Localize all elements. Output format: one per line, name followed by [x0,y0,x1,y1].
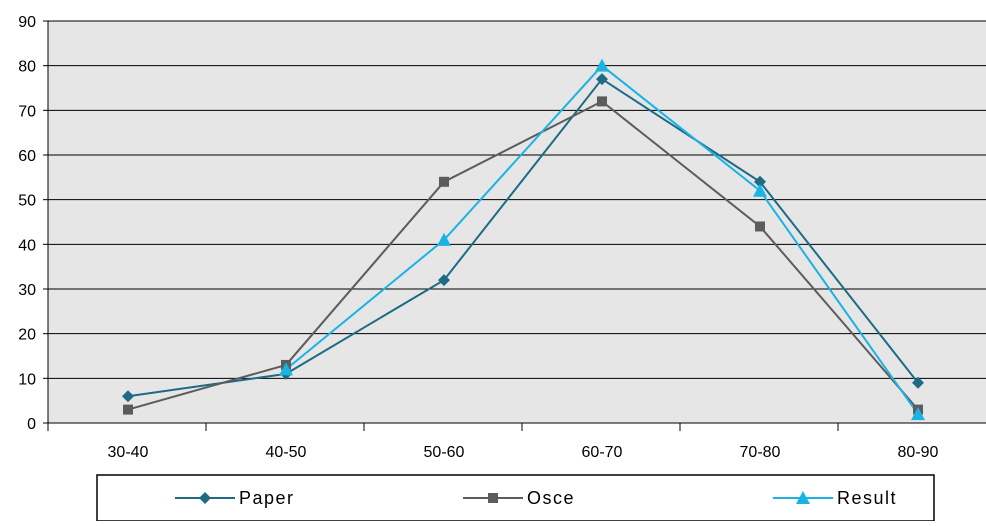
x-tick-label: 30-40 [108,444,149,461]
x-tick-label: 80-90 [898,444,939,461]
y-tick-label: 0 [27,416,36,433]
data-point-paper [122,390,134,403]
x-ticks: 30-40 40-50 50-60 60-70 70-80 80-90 [47,423,939,461]
y-tick-label: 40 [18,237,36,254]
data-point-result [595,58,609,72]
data-point-result [437,232,451,246]
x-tick-label: 40-50 [266,444,307,461]
legend: Paper Osce Result [175,488,897,508]
x-tick-label: 60-70 [582,444,623,461]
data-point-paper [912,376,924,389]
y-tick-label: 60 [18,148,36,165]
x-tick-label: 50-60 [424,444,465,461]
series-markers [122,58,925,421]
legend-marker-result [796,491,810,504]
data-point-osce [755,221,765,232]
data-point-result [753,183,767,197]
data-point-osce [123,404,133,415]
y-tick-label: 70 [18,103,36,120]
legend-marker-osce [488,493,498,503]
data-point-paper [754,175,766,188]
series-line-osce [127,100,919,411]
legend-label-osce: Osce [527,488,575,508]
data-point-result [279,362,293,376]
legend-label-paper: Paper [239,488,295,508]
plot-area [48,21,986,423]
y-tick-label: 10 [18,371,36,388]
y-tick-label: 90 [18,14,36,31]
series-line-paper [127,77,919,398]
y-ticks: 0 10 20 30 40 50 60 70 80 90 [18,14,48,433]
data-point-result [911,407,925,421]
data-point-osce [439,176,449,187]
y-tick-label: 20 [18,327,36,344]
y-tick-label: 30 [18,282,36,299]
y-tick-label: 50 [18,193,36,210]
data-point-paper [596,73,608,86]
legend-label-result: Result [837,488,897,508]
y-tick-label: 80 [18,59,36,76]
gridlines [48,20,986,379]
x-tick-label: 70-80 [740,444,781,461]
data-point-osce [597,96,607,107]
data-point-paper [438,274,450,287]
legend-marker-paper [199,492,211,504]
